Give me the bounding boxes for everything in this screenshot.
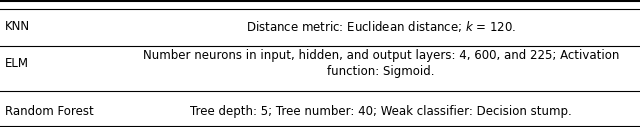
Text: Distance metric: Euclidean distance; $k$ = 120.: Distance metric: Euclidean distance; $k$…: [246, 19, 516, 34]
Text: Number neurons in input, hidden, and output layers: 4, 600, and 225; Activation
: Number neurons in input, hidden, and out…: [143, 49, 619, 78]
Text: ELM: ELM: [5, 57, 29, 70]
Text: Tree depth: 5; Tree number: 40; Weak classifier: Decision stump.: Tree depth: 5; Tree number: 40; Weak cla…: [190, 105, 572, 118]
Text: KNN: KNN: [5, 20, 30, 33]
Text: Random Forest: Random Forest: [5, 105, 94, 118]
